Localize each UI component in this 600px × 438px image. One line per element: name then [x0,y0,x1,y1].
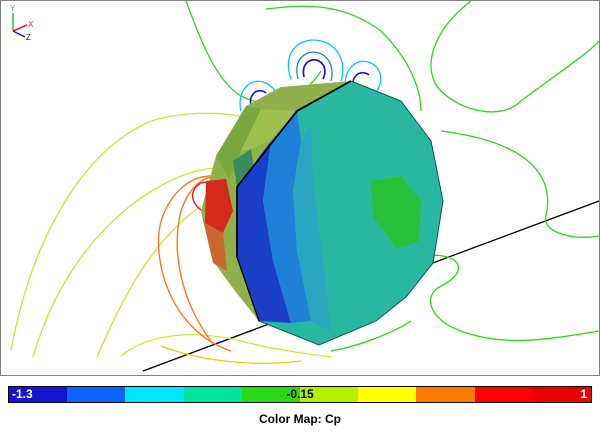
colorbar-max-label: 1 [580,387,587,401]
contour-line [265,5,422,112]
colorbar-swatch [416,387,475,402]
colorbar-swatch [183,387,242,402]
colorbar-panel: -1.3 -0.15 1 Color Map: Cp [0,376,600,438]
body-edge [236,80,352,257]
contour-line [32,167,232,358]
contour-line [287,39,344,82]
colorbar-swatch [67,387,126,402]
colorbar-swatch [300,387,359,402]
colorbar-swatch [125,387,184,402]
contour-line [10,112,252,352]
colorbar-swatch [358,387,417,402]
contour-line [296,51,333,82]
colorbar-swatch [241,387,301,402]
axis-x-label: X [28,20,34,29]
colorbar-swatch [9,387,68,402]
colorbar-mid-label: -0.15 [286,387,314,401]
contour-line [157,175,232,352]
contour-line [176,176,220,342]
contour-line [160,345,302,364]
colorbar-swatch [474,387,533,402]
pressure-contour-view [10,1,599,372]
contour-line [120,334,332,358]
contour-line [344,60,382,97]
contour-line [420,254,599,342]
contour-line [96,205,202,358]
axis-triad: Y X Z [10,4,34,41]
colorbar: -1.3 -0.15 1 [8,386,592,403]
colorbar-title: Color Map: Cp [259,412,341,426]
colorbar-min-label: -1.3 [12,387,33,401]
contour-line [330,320,412,352]
axis-y-label: Y [10,4,16,13]
contour-line [440,130,599,238]
contour-line [302,58,326,80]
contour-line [249,89,267,107]
body-edge [236,256,260,322]
3d-viewport[interactable]: Y X Z [0,0,600,376]
axis-z-label: Z [26,33,31,41]
colorbar-swatch [532,387,592,402]
body-front-face [236,80,444,346]
contour-line [430,1,599,113]
